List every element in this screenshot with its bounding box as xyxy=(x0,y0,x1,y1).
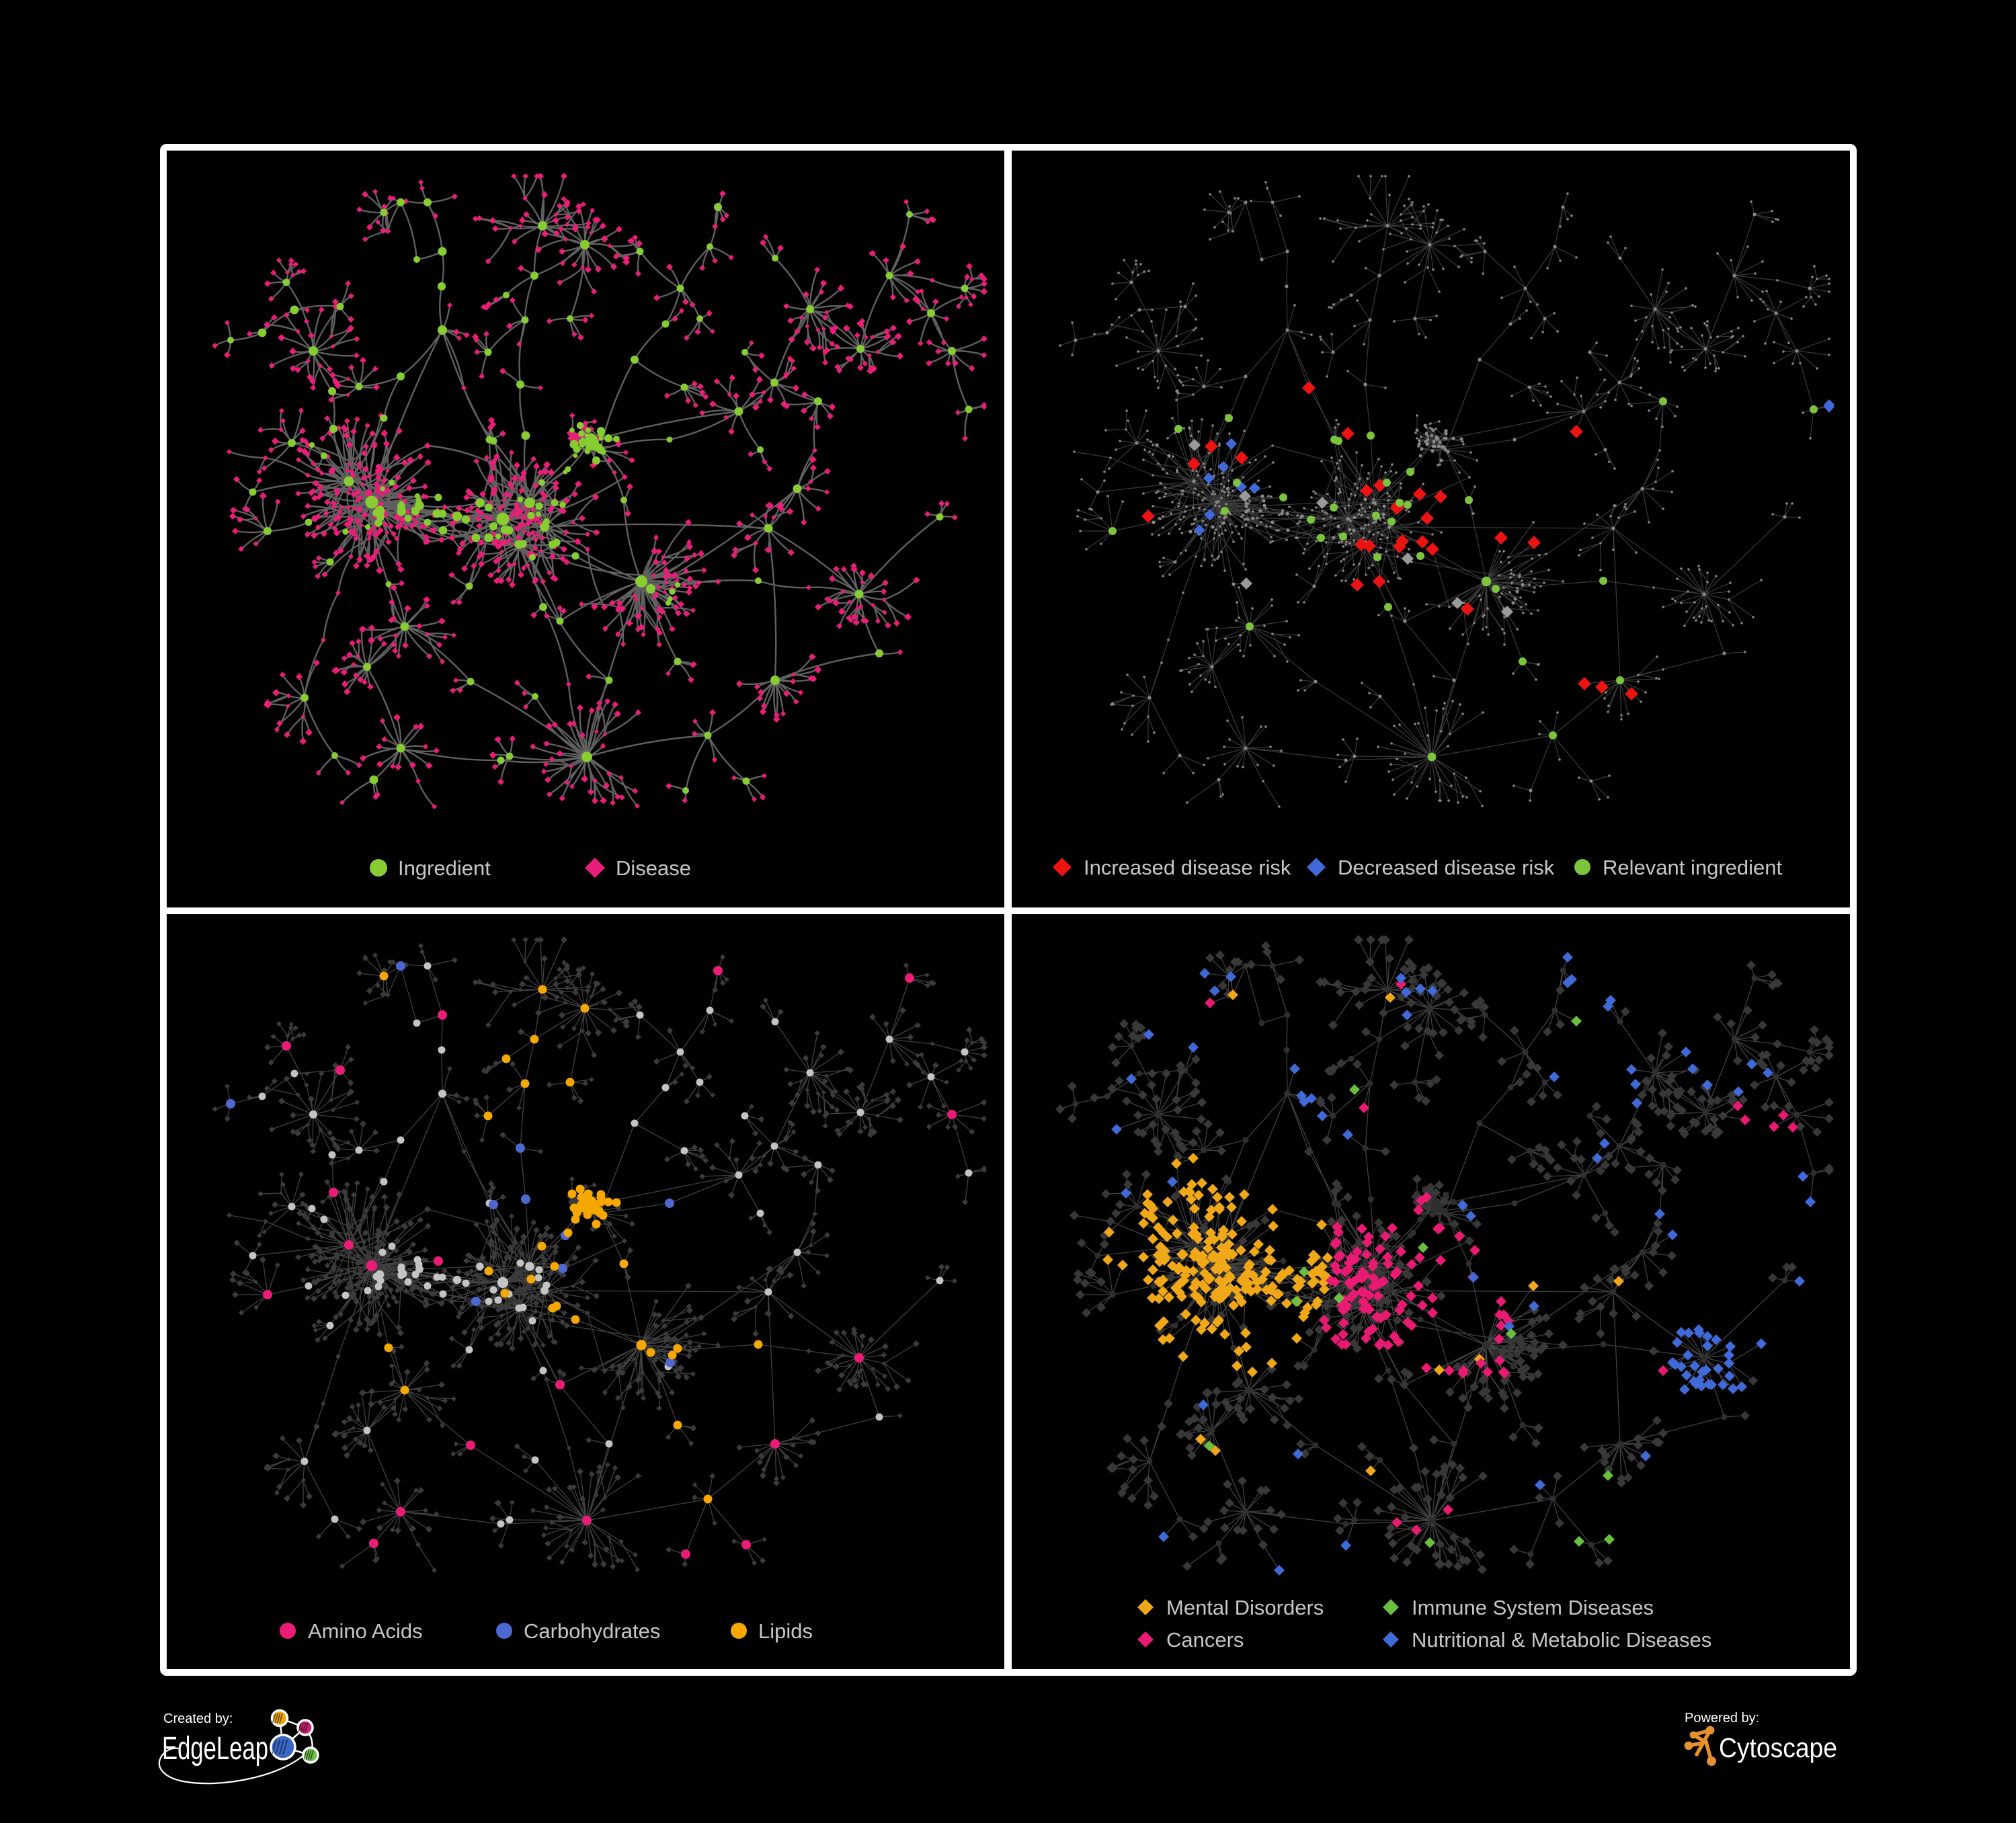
svg-text:Ingredient: Ingredient xyxy=(398,856,491,880)
svg-text:Immune System Diseases: Immune System Diseases xyxy=(1412,1596,1654,1619)
svg-text:Created by:: Created by: xyxy=(163,1711,233,1726)
svg-text:Increased disease risk: Increased disease risk xyxy=(1084,856,1291,879)
svg-text:Relevant ingredient: Relevant ingredient xyxy=(1603,856,1783,879)
svg-text:Cancers: Cancers xyxy=(1166,1628,1244,1652)
svg-text:Decreased disease risk: Decreased disease risk xyxy=(1338,856,1555,879)
svg-text:Amino Acids: Amino Acids xyxy=(308,1619,423,1643)
svg-text:Lipids: Lipids xyxy=(758,1619,813,1643)
svg-text:Cytoscape: Cytoscape xyxy=(1719,1732,1837,1763)
svg-text:Mental Disorders: Mental Disorders xyxy=(1166,1596,1324,1619)
svg-text:Nutritional & Metabolic Diseas: Nutritional & Metabolic Diseases xyxy=(1412,1628,1711,1652)
svg-text:Disease: Disease xyxy=(616,856,691,880)
svg-text:Carbohydrates: Carbohydrates xyxy=(524,1619,660,1643)
svg-text:Powered by:: Powered by: xyxy=(1685,1711,1759,1726)
